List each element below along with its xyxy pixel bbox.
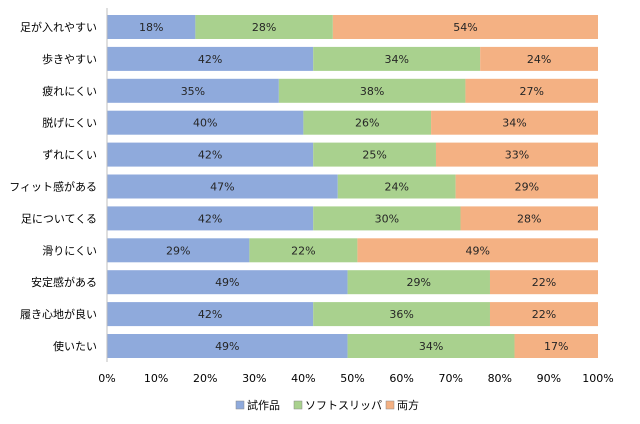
legend-label: ソフトスリッパ — [305, 399, 382, 412]
data-label: 28% — [517, 212, 541, 225]
data-label: 42% — [198, 149, 222, 162]
data-label: 29% — [166, 244, 190, 257]
legend-label: 両方 — [397, 398, 419, 412]
bar-segment — [107, 46, 314, 71]
legend-swatch — [293, 400, 303, 410]
data-label: 26% — [355, 117, 379, 130]
x-tick-label: 40% — [291, 372, 315, 385]
bar-segment — [107, 78, 279, 103]
category-label: 疲れにくい — [42, 84, 97, 98]
category-label: 滑りにくい — [42, 244, 97, 257]
data-label: 49% — [215, 276, 239, 289]
data-label: 34% — [502, 117, 526, 130]
bar-segment — [431, 110, 598, 135]
data-label: 34% — [384, 53, 408, 66]
bar-segment — [313, 206, 461, 231]
category-label: 歩きやすい — [42, 52, 97, 66]
data-label: 36% — [389, 308, 413, 321]
category-label: 脱げにくい — [42, 116, 97, 130]
bar-segment — [489, 270, 598, 295]
data-label: 42% — [198, 212, 222, 225]
bar-segment — [514, 334, 598, 358]
data-label: 34% — [419, 340, 443, 353]
bar-segment — [107, 334, 348, 358]
bar-segment — [337, 174, 456, 199]
data-label: 22% — [291, 244, 315, 257]
bar-segment — [313, 142, 436, 167]
x-tick-label: 20% — [193, 372, 217, 385]
data-label: 47% — [210, 181, 234, 194]
bar-segment — [357, 238, 598, 263]
bar-segment — [489, 302, 598, 327]
data-label: 42% — [198, 53, 222, 66]
x-tick-label: 60% — [389, 372, 413, 385]
category-label: フィット感がある — [9, 180, 97, 194]
data-label: 38% — [360, 85, 384, 98]
x-tick-labels: 0% 10% 20% 30% 40% 50% 60% 70% 80% 90% 100% — [98, 372, 613, 385]
data-label: 49% — [215, 340, 239, 353]
x-tick-label: 0% — [98, 372, 115, 385]
data-label: 22% — [532, 308, 556, 321]
category-labels: 足が入れやすい歩きやすい疲れにくい脱げにくいずれにくいフィット感がある足について… — [9, 20, 97, 353]
data-label: 42% — [198, 308, 222, 321]
bar-segment — [465, 78, 598, 103]
bar-segment — [107, 270, 348, 295]
x-tick-label: 50% — [340, 372, 364, 385]
x-tick-label: 10% — [144, 372, 168, 385]
bar-segment — [278, 78, 466, 103]
data-label: 30% — [375, 212, 399, 225]
data-label: 24% — [527, 53, 551, 66]
legend-swatch — [385, 400, 395, 410]
bar-segment — [460, 206, 598, 231]
data-label: 28% — [252, 21, 276, 34]
data-label: 33% — [505, 149, 529, 162]
bar-segment — [332, 15, 598, 39]
legend: 試作品 ソフトスリッパ 両方 — [235, 398, 419, 412]
legend-label: 試作品 — [247, 398, 280, 412]
category-label: 履き心地が良い — [20, 307, 97, 321]
category-label: 使いたい — [53, 340, 97, 353]
category-label: 足が入れやすい — [20, 20, 97, 34]
bar-segment — [107, 174, 338, 199]
data-label: 27% — [519, 85, 543, 98]
data-label: 29% — [515, 181, 539, 194]
x-tick-label: 100% — [582, 372, 613, 385]
bar-segment — [195, 15, 333, 39]
bar-segment — [249, 238, 358, 263]
bar-segment — [107, 142, 314, 167]
x-tick-label: 80% — [488, 372, 512, 385]
bar-segment — [435, 142, 598, 167]
bar-segment — [303, 110, 432, 135]
bar-segment — [347, 270, 490, 295]
bar-segment — [313, 302, 490, 327]
data-label: 29% — [407, 276, 431, 289]
legend-swatch — [235, 400, 245, 410]
bar-segment — [480, 46, 598, 71]
bars: 18% 28% 54% 42% 34% 24% 35% 38% 27% 40% 26% 34% 42% 2… — [107, 15, 598, 358]
data-label: 25% — [362, 149, 386, 162]
bar-segment — [107, 238, 250, 263]
data-label: 18% — [139, 21, 163, 34]
category-label: ずれにくい — [42, 149, 97, 162]
bar-segment — [107, 15, 196, 39]
data-label: 40% — [193, 117, 217, 130]
bar-segment — [107, 110, 304, 135]
data-label: 35% — [181, 85, 205, 98]
bar-segment — [107, 206, 314, 231]
data-label: 49% — [465, 244, 489, 257]
bar-segment — [347, 334, 515, 358]
category-label: 安定感がある — [31, 275, 97, 289]
x-tick-label: 70% — [438, 372, 462, 385]
data-label: 54% — [453, 21, 477, 34]
x-tick-label: 30% — [242, 372, 266, 385]
data-label: 17% — [544, 340, 568, 353]
x-tick-label: 90% — [537, 372, 561, 385]
data-label: 24% — [384, 181, 408, 194]
bar-segment — [107, 302, 314, 327]
category-label: 足についてくる — [21, 212, 97, 225]
bar-segment — [313, 46, 481, 71]
data-label: 22% — [532, 276, 556, 289]
bar-segment — [455, 174, 598, 199]
